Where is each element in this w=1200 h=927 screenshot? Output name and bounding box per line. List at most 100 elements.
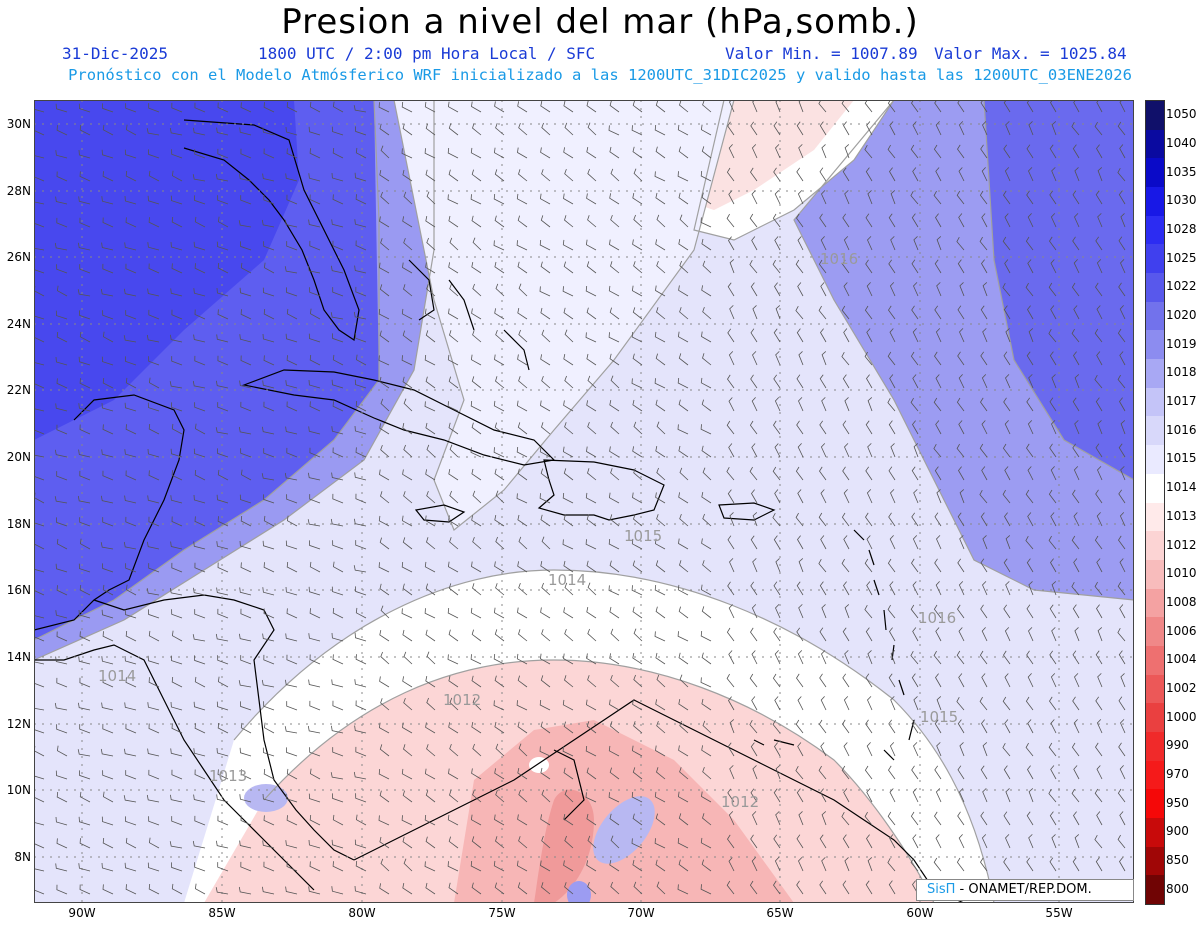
wind-barb [308,173,321,182]
wind-barb [34,707,45,711]
wind-barb [795,259,804,274]
legend-bin [1146,559,1164,590]
wind-barb [426,537,436,550]
wind-barb [401,148,413,159]
wind-barb [239,747,252,757]
wind-barb [610,168,620,182]
wind-barb [379,883,390,895]
wind-barb [1073,305,1080,320]
wind-barb [1117,628,1126,642]
wind-barb [194,516,206,527]
legend-label: 950 [1166,795,1189,810]
wind-barb [169,587,183,596]
wind-barb [540,561,551,573]
wind-barb [193,288,206,297]
legend-label: 970 [1166,766,1189,781]
wind-barb [517,215,528,228]
wind-barb [1050,305,1057,320]
wind-barb [262,747,275,757]
wind-barb [170,288,183,297]
wind-barb [472,790,482,803]
wind-barb [148,769,160,780]
wind-barb [170,448,183,458]
wind-barb [308,333,321,343]
wind-barb [403,444,413,458]
wind-barb [700,217,712,228]
lon-label: 70W [627,906,655,920]
wind-barb [586,860,597,872]
wind-barb [632,560,643,573]
wind-barb [263,241,275,251]
wind-barb [1049,351,1057,366]
wind-barb [1005,328,1011,343]
wind-barb [933,650,942,665]
wind-barb [171,423,183,435]
wind-barb [239,540,252,550]
wind-barb [493,700,505,711]
wind-barb [101,242,114,251]
wind-barb [728,351,735,366]
wind-barb [1118,236,1126,251]
wind-barb [402,216,413,228]
map-title: Presion a nivel del mar (hPa,somb.) [281,2,919,42]
wind-barb [286,608,298,619]
wind-barb [263,861,275,872]
wind-barb [34,615,45,619]
lat-label: 8N [14,850,31,864]
wind-barb [194,862,206,872]
wind-barb [959,282,965,297]
wind-barb [34,454,45,458]
wind-barb [78,196,91,205]
wind-barb [772,719,781,734]
wind-barb [701,146,712,159]
wind-barb [729,719,735,734]
wind-barb [842,834,850,849]
lat-label: 26N [6,250,31,264]
wind-barb [332,194,344,205]
wind-barb [307,265,321,274]
wind-barb [935,673,942,688]
wind-barb [867,443,873,458]
wind-barb [586,446,597,458]
wind-barb [1072,397,1080,412]
wind-barb [125,584,137,596]
wind-barb [564,122,574,136]
wind-barb [1025,536,1034,550]
wind-barb [1117,788,1126,803]
wind-barb [263,308,275,320]
wind-barb [403,191,413,205]
wind-barb [1026,604,1034,619]
wind-barb [934,512,942,527]
wind-barb [426,191,436,205]
wind-barb [728,811,735,826]
wind-barb [470,607,482,619]
wind-barb [425,469,436,481]
wind-barb [562,699,574,711]
wind-barb [449,743,459,757]
wind-barb [679,560,689,573]
wind-barb [678,146,689,159]
wind-barb [677,171,689,182]
wind-barb [726,167,735,182]
wind-barb [34,155,45,159]
wind-barb [910,191,919,205]
wind-barb [170,701,183,711]
wind-barb [610,375,620,389]
wind-barb [911,259,919,274]
wind-barb [216,241,229,251]
wind-barb [332,401,344,412]
wind-barb [655,652,666,665]
wind-barb [194,355,206,366]
wind-barb [517,721,528,734]
wind-barb [775,305,781,320]
wind-barb [980,558,988,573]
wind-barb [240,448,252,458]
wind-barb [677,884,689,895]
wind-barb [193,334,206,343]
wind-barb [77,749,91,757]
wind-barb [700,884,712,895]
wind-barb [34,868,45,872]
wind-barb [34,471,45,481]
wind-barb [609,146,620,159]
wind-barb [677,631,689,642]
